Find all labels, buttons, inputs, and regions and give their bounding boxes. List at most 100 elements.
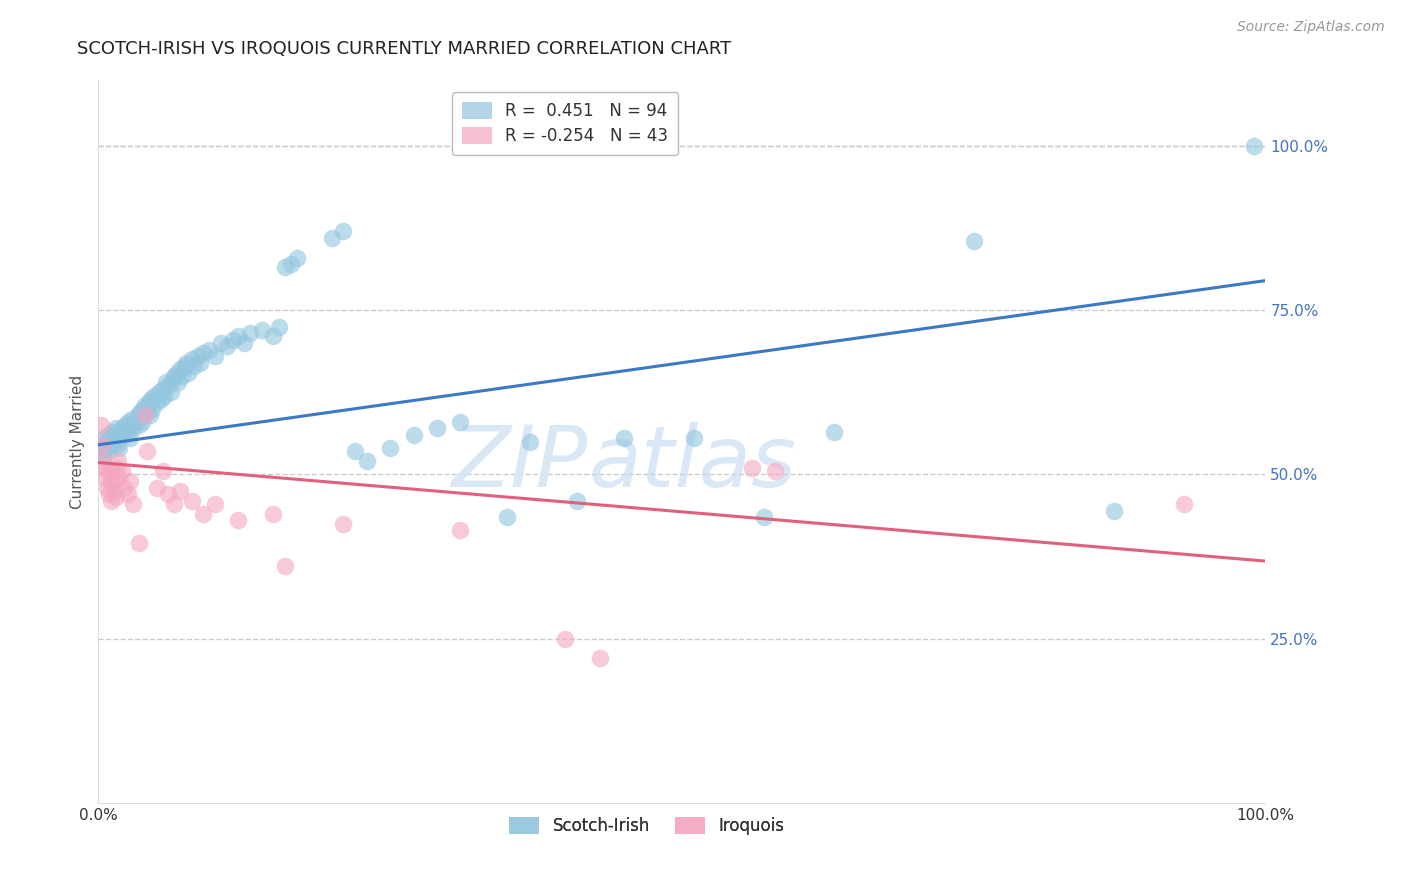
Point	[139, 409, 162, 423]
Point	[180, 493, 202, 508]
Point	[132, 401, 155, 416]
Point	[1173, 497, 1195, 511]
Point	[128, 536, 150, 550]
Point	[141, 401, 163, 416]
Point	[90, 438, 112, 452]
Point	[90, 444, 112, 458]
Point	[122, 497, 145, 511]
Point	[98, 474, 121, 488]
Point	[103, 434, 125, 449]
Point	[188, 356, 211, 370]
Point	[117, 415, 139, 429]
Point	[108, 441, 131, 455]
Point	[262, 507, 284, 521]
Point	[402, 428, 425, 442]
Point	[94, 441, 117, 455]
Point	[152, 382, 174, 396]
Point	[146, 481, 169, 495]
Point	[110, 428, 132, 442]
Point	[112, 425, 135, 439]
Point	[143, 388, 166, 402]
Point	[104, 428, 127, 442]
Point	[344, 444, 367, 458]
Point	[280, 257, 302, 271]
Point	[90, 418, 112, 433]
Point	[97, 428, 120, 442]
Point	[129, 405, 152, 419]
Point	[118, 431, 141, 445]
Point	[112, 481, 135, 495]
Point	[105, 460, 128, 475]
Point	[107, 454, 129, 468]
Point	[115, 428, 138, 442]
Point	[228, 329, 250, 343]
Point	[204, 349, 226, 363]
Point	[93, 460, 115, 475]
Point	[159, 385, 181, 400]
Point	[118, 421, 141, 435]
Point	[198, 343, 221, 357]
Point	[274, 260, 297, 275]
Point	[204, 497, 226, 511]
Point	[134, 409, 156, 423]
Point	[496, 510, 519, 524]
Point	[180, 352, 202, 367]
Point	[121, 411, 143, 425]
Point	[148, 385, 170, 400]
Point	[962, 234, 984, 248]
Point	[285, 251, 308, 265]
Point	[166, 366, 188, 380]
Text: Source: ZipAtlas.com: Source: ZipAtlas.com	[1237, 20, 1385, 34]
Point	[173, 359, 195, 373]
Point	[96, 434, 118, 449]
Point	[152, 388, 174, 402]
Point	[172, 368, 194, 383]
Point	[134, 398, 156, 412]
Point	[166, 376, 188, 390]
Point	[98, 438, 121, 452]
Point	[228, 513, 250, 527]
Point	[93, 431, 115, 445]
Text: SCOTCH-IRISH VS IROQUOIS CURRENTLY MARRIED CORRELATION CHART: SCOTCH-IRISH VS IROQUOIS CURRENTLY MARRI…	[77, 40, 731, 58]
Point	[136, 405, 159, 419]
Point	[519, 434, 541, 449]
Point	[183, 359, 205, 373]
Point	[104, 474, 127, 488]
Point	[193, 507, 215, 521]
Point	[117, 487, 139, 501]
Point	[122, 421, 145, 435]
Point	[554, 632, 576, 646]
Point	[565, 493, 588, 508]
Point	[91, 448, 114, 462]
Point	[187, 349, 209, 363]
Point	[163, 497, 186, 511]
Point	[250, 323, 273, 337]
Point	[118, 474, 141, 488]
Point	[157, 487, 180, 501]
Point	[114, 418, 136, 433]
Point	[332, 516, 354, 531]
Point	[221, 333, 243, 347]
Point	[96, 481, 118, 495]
Point	[97, 487, 120, 501]
Point	[233, 336, 256, 351]
Y-axis label: Currently Married: Currently Married	[69, 375, 84, 508]
Point	[155, 376, 177, 390]
Point	[274, 559, 297, 574]
Point	[146, 395, 169, 409]
Point	[152, 464, 174, 478]
Point	[90, 438, 112, 452]
Point	[239, 326, 262, 341]
Point	[100, 493, 122, 508]
Point	[97, 444, 120, 458]
Point	[741, 460, 763, 475]
Point	[103, 483, 125, 498]
Point	[97, 464, 120, 478]
Point	[752, 510, 775, 524]
Point	[100, 431, 122, 445]
Point	[269, 319, 291, 334]
Point	[174, 356, 197, 370]
Point	[449, 415, 471, 429]
Point	[138, 395, 160, 409]
Point	[169, 483, 191, 498]
